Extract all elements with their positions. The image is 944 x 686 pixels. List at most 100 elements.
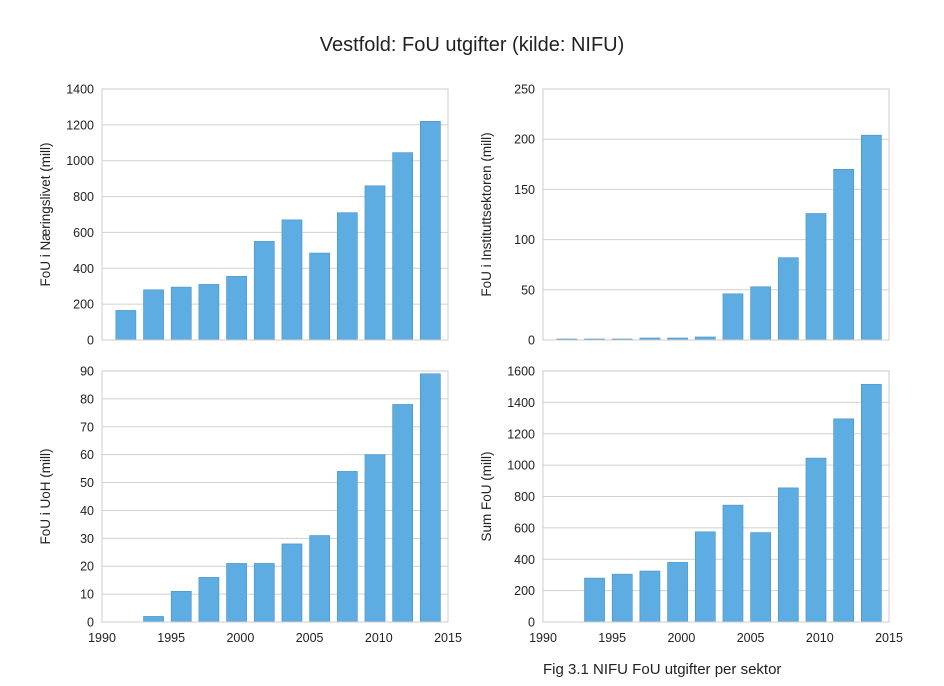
bar-sum-2011 — [833, 418, 855, 623]
x-tick-label: 1995 — [598, 631, 626, 645]
y-tick-label: 80 — [80, 392, 94, 406]
plot-frame — [101, 370, 449, 623]
bar-uoh-1999 — [226, 563, 247, 623]
bar-naeringslivet-2001 — [253, 241, 275, 341]
bar-uoh-2009 — [364, 454, 386, 623]
y-tick-label: 1200 — [66, 118, 94, 132]
x-tick-label: 1995 — [157, 631, 185, 645]
bar-instituttsektoren-2003 — [722, 293, 744, 341]
bar-uoh-1995 — [170, 591, 192, 623]
y-tick-label: 60 — [80, 448, 94, 462]
y-tick-label: 1400 — [66, 83, 94, 97]
y-tick-label: 200 — [514, 133, 535, 147]
bar-naeringslivet-1991 — [115, 310, 137, 341]
bar-uoh-1997 — [198, 577, 220, 623]
y-tick-label: 1000 — [66, 154, 94, 168]
y-tick-label: 800 — [514, 490, 535, 504]
y-tick-label: 200 — [514, 584, 535, 598]
page-title: Vestfold: FoU utgifter (kilde: NIFU) — [319, 34, 625, 56]
y-tick-label: 400 — [514, 553, 535, 567]
x-tick-label: 2015 — [875, 631, 903, 645]
bar-uoh-2003 — [281, 543, 303, 623]
bar-uoh-2005 — [309, 535, 330, 623]
y-axis-label: FoU i Instituttsektoren (mill) — [479, 132, 494, 296]
bar-instituttsektoren-2009 — [805, 213, 827, 341]
bar-uoh-2007 — [336, 471, 358, 623]
plot-frame — [542, 370, 890, 623]
bar-instituttsektoren-2013 — [861, 134, 882, 341]
subplot-instituttsektoren: 0 50 100 150 200 250 FoU i Instituttsektoren (… — [479, 83, 890, 348]
x-tick-label: 2005 — [737, 631, 765, 645]
bar-uoh-2001 — [253, 563, 275, 623]
x-tick-label: 2010 — [806, 631, 834, 645]
y-tick-label: 50 — [521, 283, 535, 297]
y-tick-label: 0 — [87, 334, 94, 348]
bar-naeringslivet-2011 — [392, 152, 414, 341]
bar-sum-2005 — [750, 532, 771, 623]
y-axis-label: FoU i UoH (mill) — [38, 449, 53, 545]
bar-sum-2013 — [861, 384, 882, 623]
x-tick-label: 2010 — [365, 631, 393, 645]
x-tick-label: 1990 — [529, 631, 557, 645]
y-tick-label: 250 — [514, 83, 535, 97]
y-tick-label: 1600 — [507, 365, 535, 379]
bar-sum-1995 — [611, 573, 633, 623]
bar-sum-2003 — [722, 504, 744, 623]
plot-frame — [542, 88, 890, 341]
subplot-sum: 0 200 400 600 800 1000 1200 1400 1600 1990 1995 200… — [479, 365, 903, 646]
bar-naeringslivet-2007 — [336, 212, 358, 341]
plot-frame — [101, 88, 449, 341]
subplot-uoh: 0 10 20 30 40 50 60 70 80 90 1990 1995 2000 2005 2010 2… — [38, 365, 462, 646]
bar-naeringslivet-2009 — [364, 185, 386, 341]
y-tick-label: 20 — [80, 560, 94, 574]
y-tick-label: 100 — [514, 233, 535, 247]
y-tick-label: 150 — [514, 183, 535, 197]
bar-naeringslivet-2013 — [420, 120, 441, 341]
y-tick-label: 10 — [80, 588, 94, 602]
y-tick-label: 90 — [80, 365, 94, 379]
y-tick-label: 1200 — [507, 427, 535, 441]
y-tick-label: 0 — [528, 334, 535, 348]
y-tick-label: 600 — [73, 226, 94, 240]
bar-naeringslivet-2005 — [309, 252, 330, 341]
bar-naeringslivet-1995 — [170, 286, 192, 341]
bar-sum-2007 — [777, 487, 799, 623]
bar-instituttsektoren-2011 — [833, 169, 855, 341]
bar-sum-1999 — [667, 562, 688, 623]
y-axis-label: Sum FoU (mill) — [479, 452, 494, 542]
y-axis-label: FoU i Næringslivet (mill) — [38, 142, 53, 286]
bar-naeringslivet-1993 — [143, 289, 164, 341]
bar-instituttsektoren-2007 — [777, 257, 799, 341]
bar-instituttsektoren-2005 — [750, 286, 771, 341]
y-tick-label: 800 — [73, 190, 94, 204]
bar-uoh-1993 — [143, 616, 164, 623]
y-tick-label: 50 — [80, 476, 94, 490]
figure-caption: Fig 3.1 NIFU FoU utgifter per sektor — [543, 661, 782, 678]
x-tick-label: 2015 — [434, 631, 462, 645]
y-tick-label: 70 — [80, 420, 94, 434]
x-tick-label: 2005 — [296, 631, 324, 645]
bar-sum-1993 — [584, 577, 605, 623]
y-tick-label: 400 — [73, 262, 94, 276]
bar-sum-1997 — [639, 570, 661, 623]
y-tick-label: 40 — [80, 504, 94, 518]
bar-sum-2009 — [805, 457, 827, 623]
y-tick-label: 0 — [528, 616, 535, 630]
y-tick-label: 600 — [514, 521, 535, 535]
bar-uoh-2011 — [392, 404, 414, 623]
bar-naeringslivet-2003 — [281, 219, 303, 341]
subplot-naeringslivet: 0 200 400 600 800 1000 1200 1400 FoU i Næringsli… — [38, 83, 449, 348]
x-tick-label: 1990 — [88, 631, 116, 645]
bar-uoh-2013 — [420, 373, 441, 623]
bar-sum-2001 — [694, 531, 716, 623]
y-tick-label: 1400 — [507, 396, 535, 410]
x-tick-label: 2000 — [226, 631, 254, 645]
y-tick-label: 30 — [80, 532, 94, 546]
x-tick-label: 2000 — [667, 631, 695, 645]
y-tick-label: 200 — [73, 298, 94, 312]
bar-naeringslivet-1997 — [198, 284, 220, 341]
y-tick-label: 1000 — [507, 459, 535, 473]
y-tick-label: 0 — [87, 616, 94, 630]
bar-naeringslivet-1999 — [226, 276, 247, 341]
